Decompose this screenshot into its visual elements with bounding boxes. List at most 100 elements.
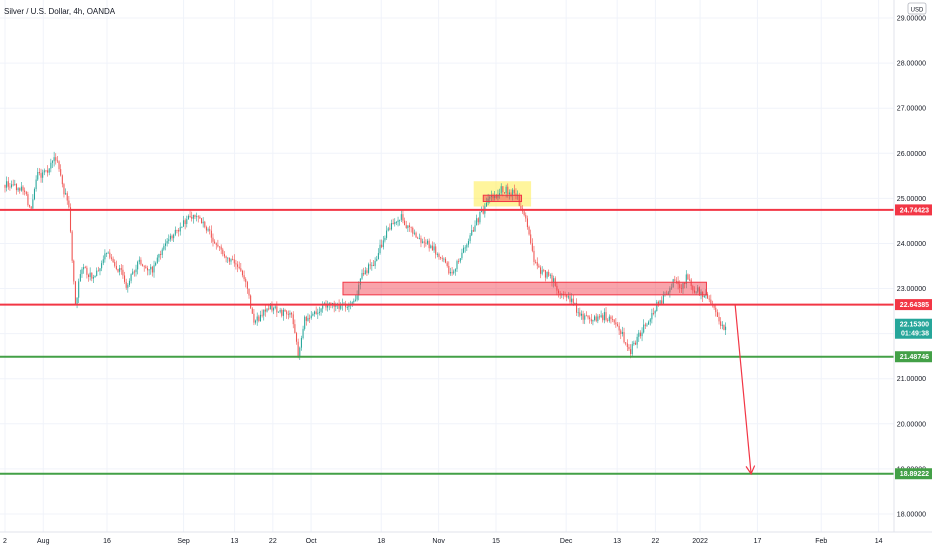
candle-body — [225, 256, 227, 258]
candle-body — [78, 281, 80, 298]
candle-body — [295, 333, 298, 342]
candle-body — [192, 214, 194, 219]
candle-body — [127, 285, 129, 288]
x-tick-label: 2 — [3, 538, 7, 545]
candle-body — [461, 252, 463, 259]
candle-body — [525, 215, 527, 219]
candle-body — [567, 296, 569, 298]
projection-line — [734, 304, 752, 474]
candle-body — [146, 268, 149, 271]
candle-body — [86, 267, 88, 275]
candle-body — [6, 181, 8, 188]
candle-body — [207, 229, 209, 231]
candle-body — [426, 240, 429, 244]
candle-body — [445, 258, 447, 263]
candle-body — [315, 311, 317, 314]
candle-body — [535, 261, 537, 263]
candle-body — [176, 229, 178, 231]
currency-badge-box[interactable] — [907, 2, 927, 15]
candle-body — [24, 190, 26, 192]
candle-body — [174, 229, 176, 235]
candle-body — [22, 186, 24, 191]
candle-body — [359, 278, 361, 285]
candle-body — [299, 347, 301, 357]
candle-body — [120, 268, 122, 270]
candle-body — [612, 319, 614, 320]
level-tag-text: 24.74423 — [900, 207, 929, 214]
candle-body — [269, 304, 271, 310]
candle-body — [168, 239, 170, 242]
candle-body — [20, 186, 22, 191]
candle-body — [9, 186, 11, 188]
candle-body — [574, 303, 576, 304]
currency-badge[interactable]: USD — [907, 2, 927, 15]
candle-body — [572, 298, 574, 304]
candle-body — [723, 324, 725, 330]
candle-body — [17, 188, 19, 191]
candle-body — [45, 170, 47, 172]
candle-body — [633, 342, 635, 345]
candle-body — [680, 288, 682, 289]
candle-body — [630, 349, 632, 355]
candle-body — [204, 221, 206, 228]
candle-body — [672, 279, 674, 288]
candle-body — [528, 227, 530, 235]
candle-body — [346, 307, 348, 308]
candle-body — [590, 319, 592, 322]
candle-body — [652, 312, 655, 314]
zones-background — [473, 181, 532, 207]
candle-body — [566, 294, 568, 298]
candle-body — [74, 281, 76, 306]
candle-body — [196, 216, 198, 218]
candle-body — [459, 258, 461, 262]
candle-body — [164, 243, 167, 246]
x-tick-label: 22 — [269, 538, 277, 545]
candle-body — [374, 261, 376, 266]
candle-body — [294, 324, 296, 334]
candle-body — [440, 256, 442, 259]
candle-body — [595, 316, 597, 322]
candle-body — [495, 195, 497, 198]
candle-body — [512, 189, 514, 197]
candle-body — [700, 291, 702, 295]
candle-body — [720, 321, 722, 326]
candle-body — [402, 214, 404, 221]
time-axis[interactable]: 2 Aug 16 Sep 13 22 Oct 18 Nov 15 Dec 13 22 2022 17 Feb 1… — [3, 538, 883, 545]
x-tick-label: Oct — [306, 538, 317, 545]
candle-body — [250, 295, 252, 309]
level-lines[interactable] — [0, 208, 894, 475]
candle-body — [412, 227, 414, 234]
candle-body — [725, 326, 727, 330]
candle-body — [431, 245, 433, 251]
candle-body — [122, 269, 124, 276]
projection-arrow[interactable] — [734, 304, 756, 476]
x-tick-label: 16 — [103, 538, 111, 545]
candle-body — [422, 241, 424, 243]
candle-body — [515, 193, 517, 196]
candle-body — [181, 226, 183, 228]
candle-body — [415, 232, 417, 238]
candle-body — [94, 275, 96, 278]
candle-body — [348, 305, 350, 308]
candle-body — [228, 257, 230, 262]
candle-body — [433, 246, 435, 251]
candle-body — [73, 260, 75, 282]
candle-body — [322, 304, 324, 309]
candle-body — [679, 284, 681, 289]
candle-body — [40, 173, 42, 178]
candle-body — [215, 243, 217, 245]
price-axis-bg[interactable] — [894, 0, 932, 532]
candle-body — [124, 275, 126, 282]
candle-body — [449, 272, 451, 274]
y-tick-label: 29.00000 — [897, 16, 926, 23]
candle-body — [160, 254, 162, 255]
candle-body — [397, 220, 399, 222]
candle-body — [428, 240, 430, 249]
candle-body — [15, 184, 17, 191]
candle-body — [30, 206, 32, 209]
candle-body — [313, 311, 316, 315]
time-axis-bg[interactable] — [0, 532, 932, 550]
y-tick-label: 28.00000 — [897, 61, 926, 68]
candle-body — [584, 315, 586, 320]
